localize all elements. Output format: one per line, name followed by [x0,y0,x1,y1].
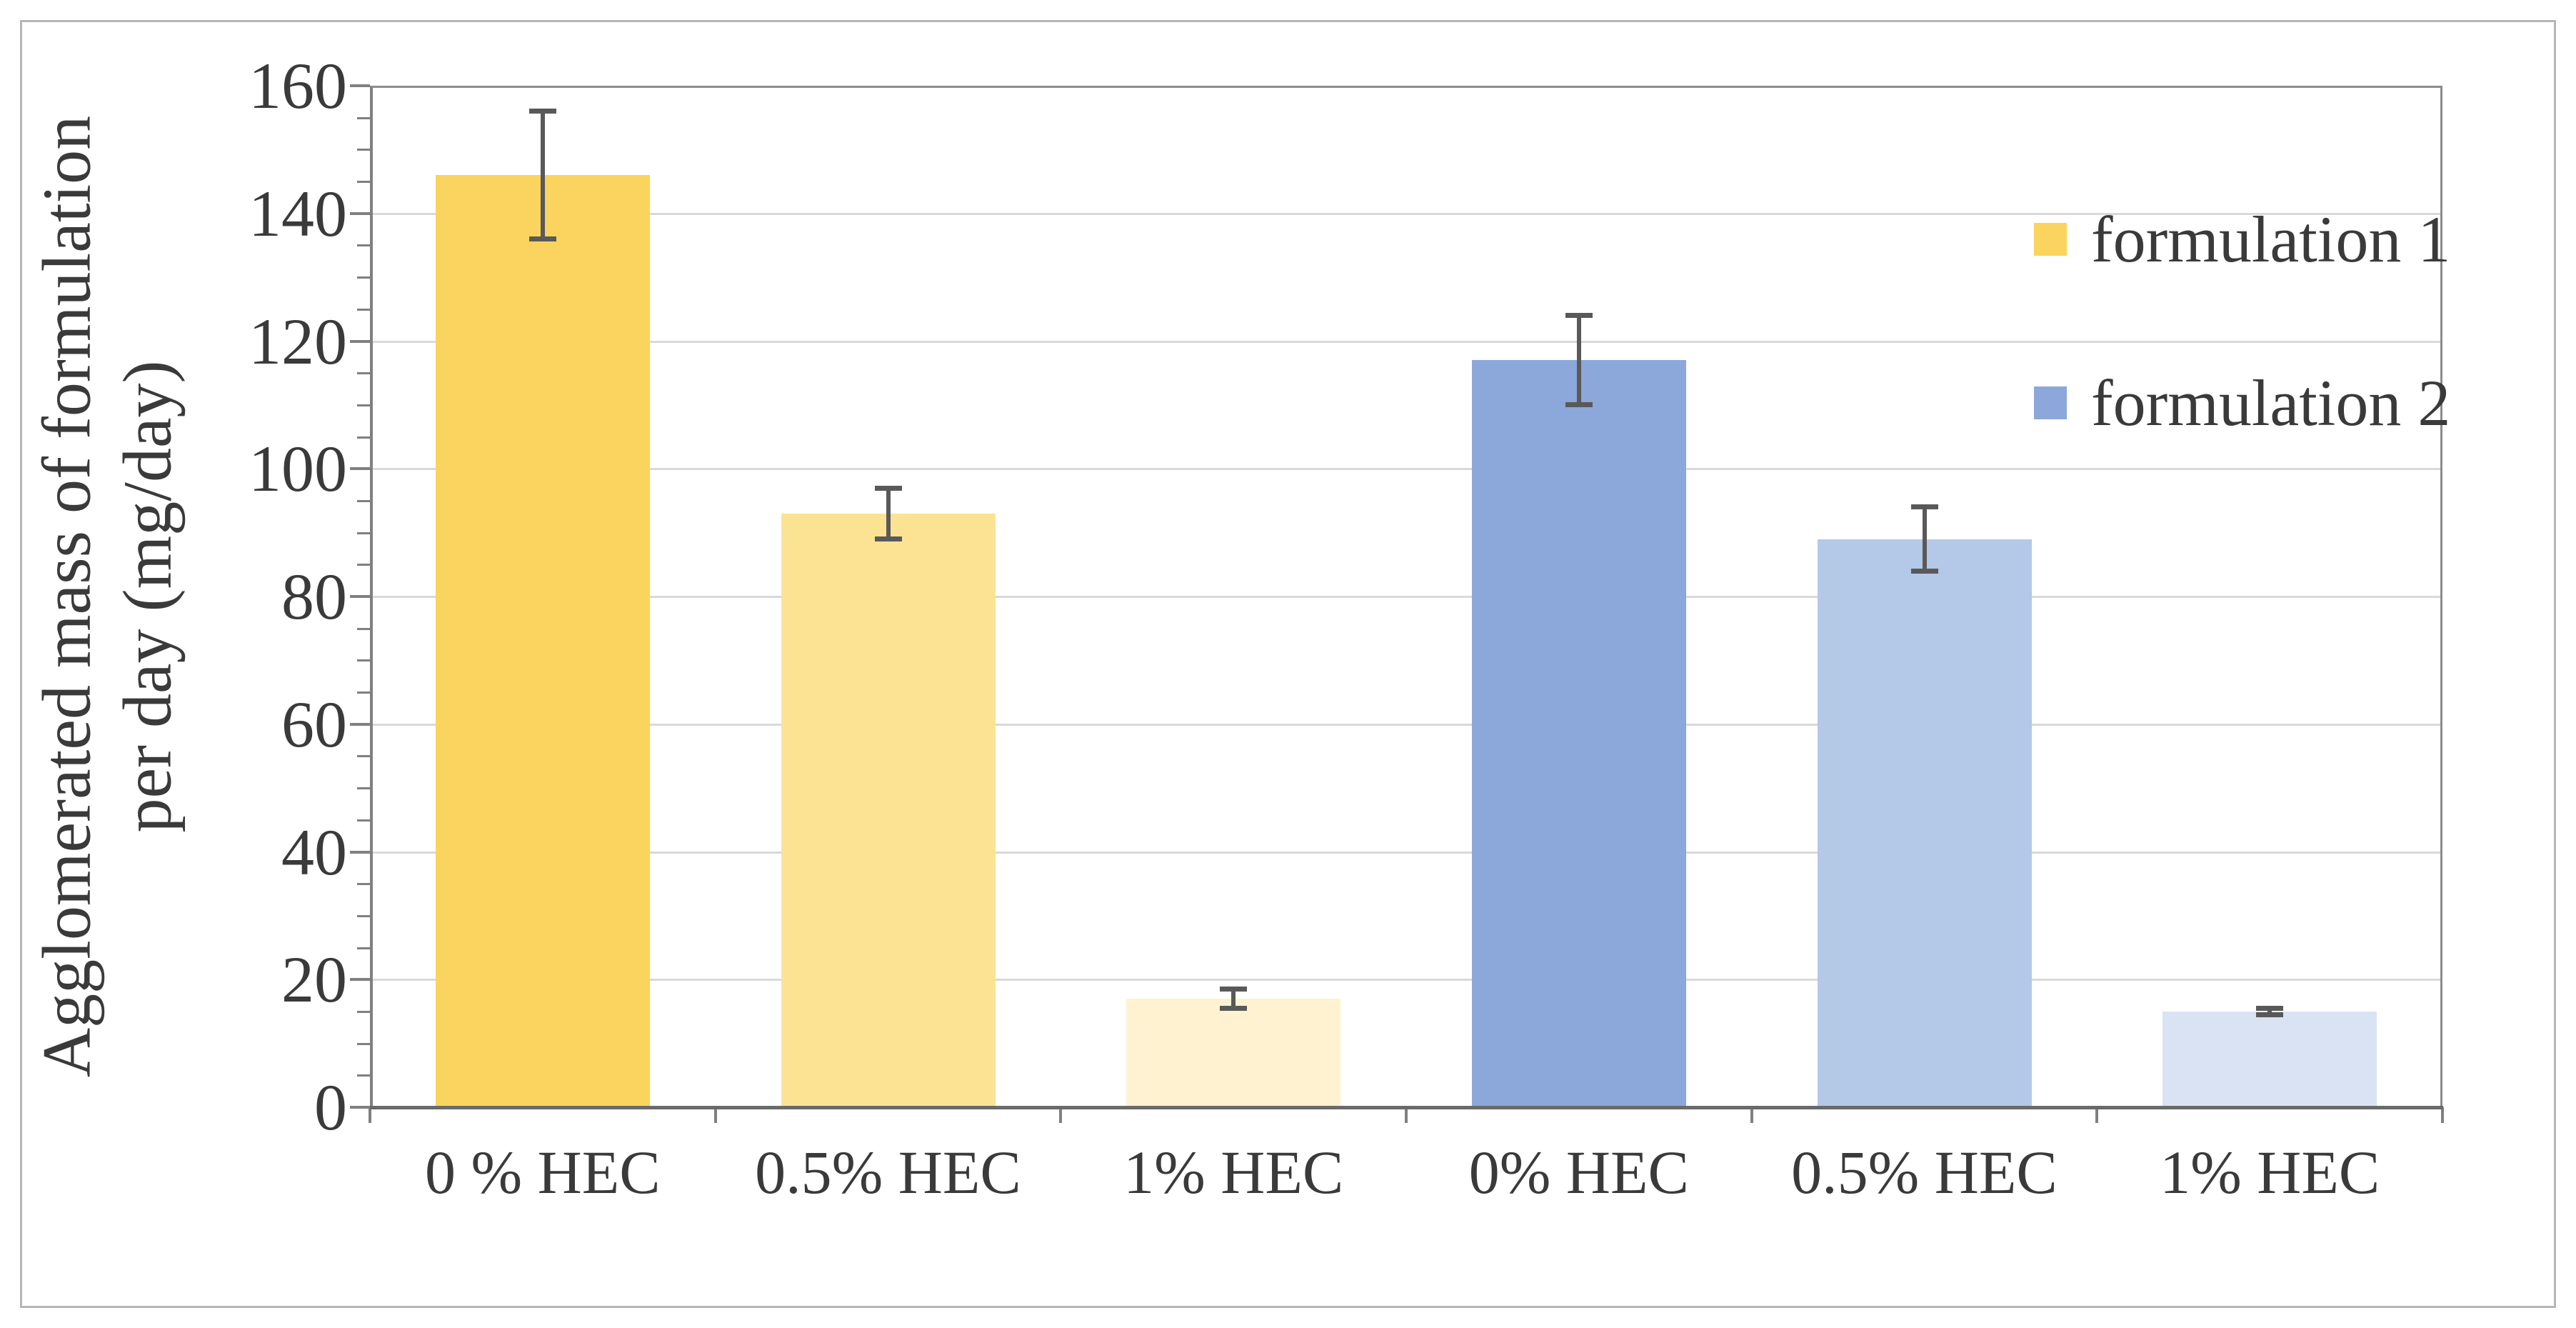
y-tick-label: 0 [314,1071,347,1144]
y-minor-tick [357,883,370,886]
y-tick-label: 40 [281,815,347,889]
y-minor-tick [357,659,370,662]
y-major-tick [350,595,370,598]
y-minor-tick [357,787,370,790]
y-gridline [373,212,2440,215]
error-bar-cap [2256,1005,2284,1011]
bar [781,513,996,1106]
y-major-tick [350,211,370,215]
x-tick-label: 1% HEC [1123,1138,1344,1207]
x-tick-label: 0.5% HEC [755,1138,1021,1207]
x-tick [2441,1107,2444,1123]
bar [1817,539,2032,1106]
y-minor-tick [357,819,370,822]
error-bar [1231,989,1236,1009]
y-tick-label: 140 [249,176,347,250]
error-bar-cap [874,536,902,542]
y-minor-tick [357,181,370,184]
y-tick-label: 20 [281,943,347,1017]
x-tick [1059,1107,1063,1123]
error-bar-cap [1565,313,1593,319]
bar [1126,999,1341,1106]
error-bar-cap [874,485,902,491]
y-major-tick [350,978,370,982]
error-bar-cap [1565,402,1593,408]
bar [1471,360,1686,1106]
error-bar [1576,315,1581,405]
x-tick [369,1107,371,1123]
legend-item-label: formulation 1 [2091,203,2451,276]
legend-key-icon [2034,223,2067,256]
error-bar [540,111,545,239]
plot-area [370,86,2442,1107]
x-tick-label: 1% HEC [2160,1138,2380,1207]
y-minor-tick [357,564,370,566]
y-minor-tick [357,436,370,439]
legend-item-label: formulation 2 [2091,366,2451,439]
error-bar [1922,506,1927,571]
y-gridline [373,723,2440,726]
x-tick-label: 0.5% HEC [1791,1138,2058,1207]
x-tick-label: 0 % HEC [425,1138,661,1207]
y-minor-tick [357,308,370,311]
x-axis-line [370,1106,2443,1109]
error-bar-cap [1910,504,1938,510]
y-gridline [373,596,2440,598]
y-gridline [373,468,2440,471]
x-tick [1750,1107,1753,1123]
x-tick [1405,1107,1408,1123]
y-tick-label: 60 [281,687,347,761]
y-minor-tick [357,1010,370,1013]
y-tick-label: 100 [249,432,347,506]
x-tick [713,1107,717,1123]
legend-item: formulation 1 [2034,204,2450,275]
y-minor-tick [357,914,370,917]
x-tick-label: 0% HEC [1468,1138,1689,1207]
y-minor-tick [357,244,370,247]
y-major-tick [350,339,370,343]
y-gridline [373,851,2440,854]
y-minor-tick [357,755,370,758]
y-minor-tick [357,1042,370,1045]
x-tick [2095,1107,2099,1123]
y-minor-tick [357,1074,370,1077]
y-gridline [373,979,2440,982]
y-minor-tick [357,116,370,119]
error-bar-cap [528,236,556,241]
y-minor-tick [357,372,370,375]
legend-key-icon [2034,386,2067,419]
y-minor-tick [357,531,370,534]
y-minor-tick [357,276,370,279]
error-bar-cap [1220,987,1248,992]
y-tick-label: 80 [281,560,347,633]
y-tick-label: 120 [249,304,347,378]
y-axis-title-line1: Agglomerated mass of formulation [28,115,105,1078]
error-bar-cap [528,109,556,114]
y-major-tick [350,722,370,726]
y-major-tick [350,84,370,87]
error-bar-cap [2256,1012,2284,1017]
legend-item: formulation 2 [2034,367,2450,439]
bar [435,175,650,1106]
y-minor-tick [357,692,370,694]
error-bar [2267,1008,2272,1015]
y-minor-tick [357,627,370,630]
y-major-tick [350,467,370,471]
error-bar-cap [1220,1005,1248,1011]
y-minor-tick [357,947,370,949]
bar [2162,1011,2377,1106]
error-bar-cap [1910,568,1938,574]
y-minor-tick [357,149,370,151]
y-minor-tick [357,404,370,406]
y-gridline [373,340,2440,343]
error-bar [886,488,891,539]
y-major-tick [350,850,370,854]
y-minor-tick [357,499,370,502]
y-tick-label: 160 [249,49,347,122]
y-major-tick [350,1106,370,1109]
